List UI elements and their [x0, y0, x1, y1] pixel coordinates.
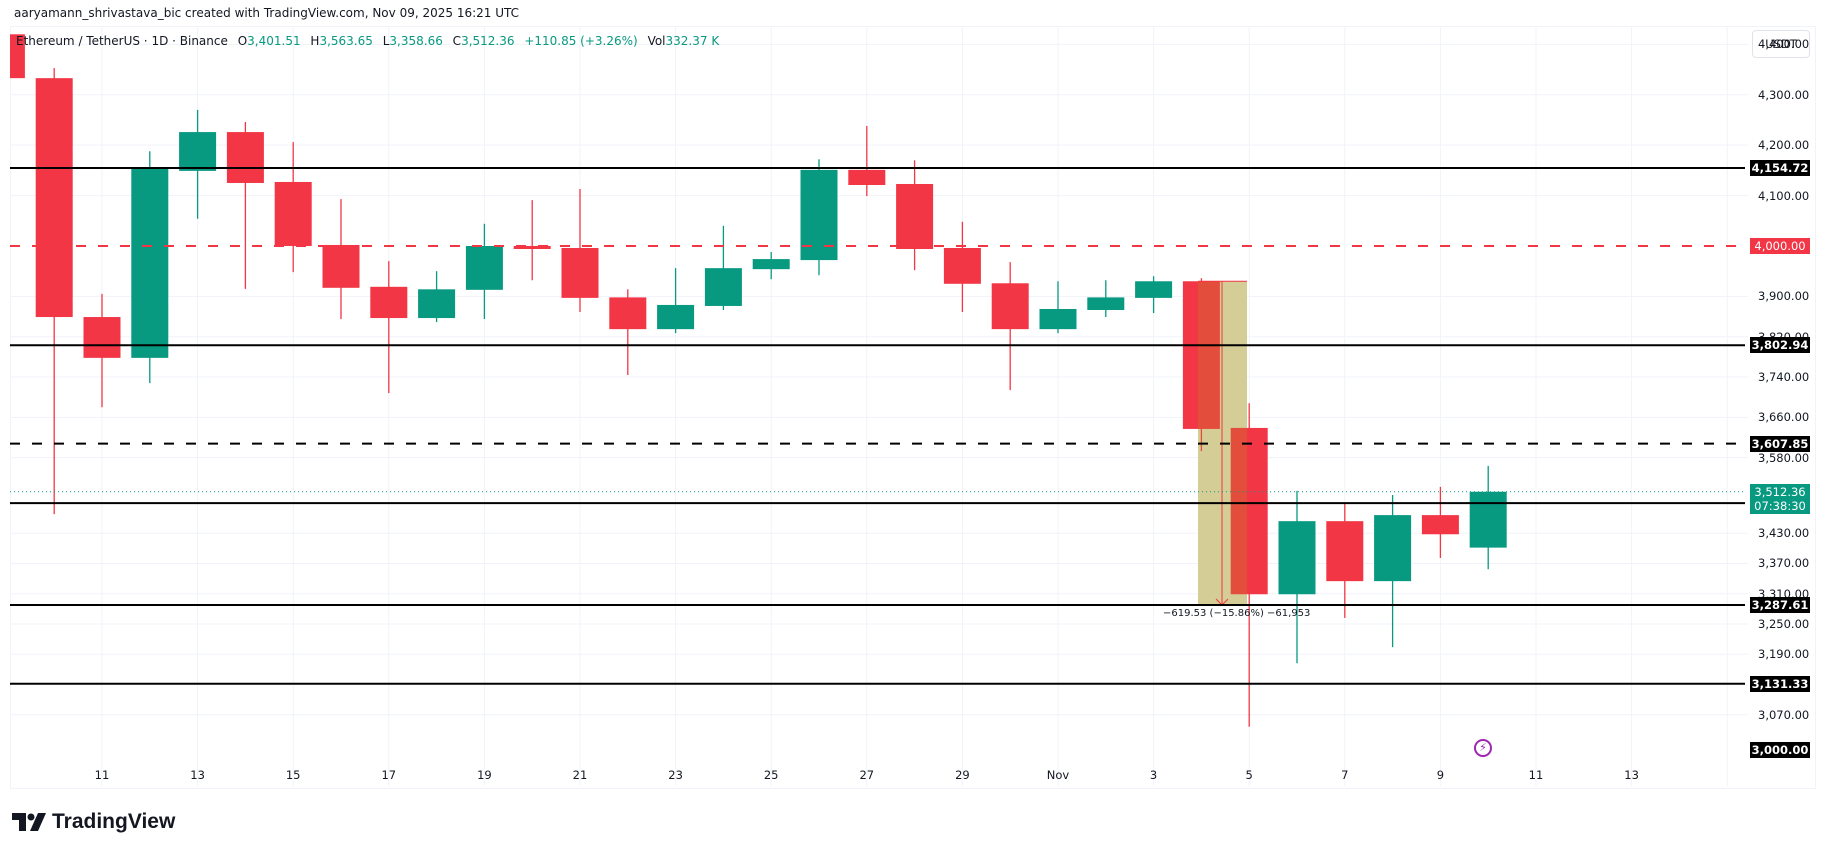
candle-body — [370, 286, 408, 319]
time-tick: 11 — [94, 768, 110, 782]
close-value: 3,512.36 — [461, 34, 515, 48]
level-price-label: 4,000.00 — [1750, 237, 1810, 254]
time-tick: 19 — [477, 768, 492, 782]
time-tick: Nov — [1046, 768, 1070, 782]
candle-body — [1326, 521, 1364, 582]
price-tick: 3,660.00 — [1758, 410, 1810, 425]
candle-body — [1087, 297, 1125, 310]
price-tick: 3,250.00 — [1758, 616, 1810, 631]
candle-body — [226, 132, 264, 183]
time-tick: 27 — [859, 768, 875, 782]
lightning-event-icon[interactable]: ⚡ — [1474, 739, 1492, 757]
candle-body — [704, 268, 742, 306]
measure-label: −619.53 (−15.86%) −61,953 — [1163, 608, 1311, 619]
candle-body — [35, 78, 73, 318]
candle-body — [896, 183, 934, 250]
candle-body — [10, 34, 25, 79]
high-value: 3,563.65 — [319, 34, 373, 48]
level-price-label: 3,802.94 — [1750, 337, 1810, 354]
candle-body — [418, 289, 456, 319]
candle-body — [561, 247, 599, 298]
candle-body — [1374, 515, 1412, 582]
current-price-label: 3,512.36 07:38:30 — [1750, 483, 1810, 514]
time-tick: 11 — [1528, 768, 1544, 782]
level-price-label: 4,154.72 — [1750, 160, 1810, 176]
price-tick: 3,190.00 — [1758, 647, 1810, 662]
time-tick: 21 — [572, 768, 588, 782]
candle-body — [1469, 491, 1507, 548]
symbol-title[interactable]: Ethereum / TetherUS · 1D · Binance — [16, 34, 228, 48]
currency-button[interactable]: USDT — [1752, 30, 1810, 58]
price-tick: 3,070.00 — [1758, 707, 1810, 722]
level-price-label: 3,000.00 — [1750, 741, 1810, 758]
time-tick: 13 — [190, 768, 205, 782]
tradingview-logo: TradingView — [12, 810, 175, 834]
ohlc-legend: Ethereum / TetherUS · 1D · Binance O3,40… — [16, 34, 720, 48]
time-tick: 17 — [381, 768, 397, 782]
candle-body — [465, 245, 503, 290]
price-tick: 3,740.00 — [1758, 370, 1810, 385]
time-tick: 5 — [1245, 768, 1253, 782]
candle-body — [274, 181, 312, 246]
brand-name: TradingView — [52, 810, 176, 833]
level-price-label: 3,607.85 — [1750, 435, 1810, 452]
time-tick: 25 — [763, 768, 779, 782]
time-tick: 3 — [1149, 768, 1158, 782]
volume-value: 332.37 K — [665, 34, 720, 48]
candle-body — [322, 244, 360, 288]
time-tick: 23 — [668, 768, 683, 782]
candle-body — [83, 317, 121, 358]
candle-body — [752, 259, 790, 270]
candle-body — [848, 169, 886, 185]
candle-body — [1039, 308, 1077, 330]
time-tick: 29 — [955, 768, 970, 782]
candle-body — [1230, 427, 1268, 595]
tradingview-logo-icon — [12, 813, 46, 831]
level-price-label: 3,287.61 — [1750, 597, 1810, 614]
price-tick: 4,100.00 — [1758, 188, 1810, 203]
price-tick: 4,200.00 — [1758, 138, 1810, 153]
price-tick: 3,580.00 — [1758, 450, 1810, 465]
candle-body — [1135, 281, 1173, 298]
price-tick: 3,430.00 — [1758, 526, 1810, 541]
price-tick: 3,370.00 — [1758, 556, 1810, 571]
level-price-label: 3,131.33 — [1750, 675, 1810, 692]
attribution-text: aaryamann_shrivastava_bic created with T… — [14, 6, 520, 20]
time-tick: 15 — [285, 768, 301, 782]
candle-body — [131, 168, 169, 358]
time-tick: 13 — [1624, 768, 1639, 782]
candle-body — [943, 247, 981, 284]
low-value: 3,358.66 — [389, 34, 443, 48]
time-tick: 7 — [1341, 768, 1349, 782]
candle-body — [991, 283, 1029, 330]
change-value: +110.85 (+3.26%) — [524, 34, 638, 48]
price-tick: 3,900.00 — [1758, 289, 1810, 304]
candle-body — [1278, 521, 1316, 595]
open-value: 3,401.51 — [247, 34, 301, 48]
candle-body — [609, 297, 647, 330]
candle-body — [1182, 281, 1220, 429]
candle-body — [657, 304, 695, 330]
candle-body — [179, 132, 217, 171]
price-tick: 4,300.00 — [1758, 87, 1810, 102]
chart-frame — [10, 26, 1816, 789]
price-tick: 4,400.00 — [1758, 37, 1810, 52]
time-tick: 9 — [1436, 768, 1445, 782]
candle-body — [513, 245, 551, 250]
candle-body — [1421, 515, 1459, 535]
plot-area — [10, 34, 1745, 727]
